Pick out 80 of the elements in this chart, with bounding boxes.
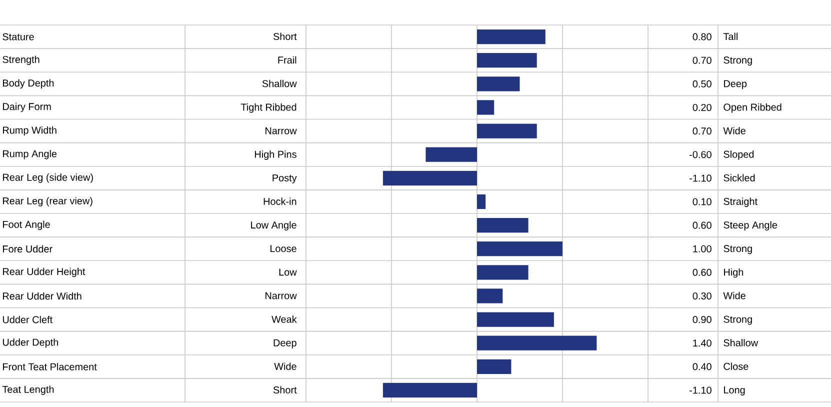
- y-tick-label: Udder Cleft: [2, 316, 53, 324]
- bar: [477, 336, 597, 350]
- data-label: 0.60: [692, 268, 712, 276]
- data-label: -0.60: [690, 151, 712, 158]
- text: Wide: [723, 292, 746, 300]
- text: Hock-in: [264, 198, 296, 205]
- text: Posty: [272, 174, 297, 184]
- y-tick-label: Fore Udder: [3, 245, 52, 252]
- data-label: -1.10: [690, 174, 712, 182]
- text: High Pins: [254, 150, 296, 160]
- y-tick-label: Rear Leg (rear view): [3, 197, 92, 206]
- text: Frail: [278, 56, 296, 64]
- y-tick-label: Dairy Form: [3, 102, 51, 112]
- text: Narrow: [266, 292, 297, 300]
- text: Loose: [270, 245, 296, 252]
- text: Strong: [724, 245, 752, 254]
- bar: [477, 288, 503, 304]
- data-label: 0.20: [692, 104, 712, 111]
- data-label: 0.70: [692, 128, 712, 135]
- text: Wide: [723, 126, 746, 134]
- bar: [477, 124, 537, 138]
- text: Deep: [274, 339, 296, 348]
- text: Sloped: [724, 150, 754, 160]
- data-label: 0.60: [692, 222, 712, 229]
- text: Short: [273, 32, 297, 40]
- data-label: 0.80: [692, 33, 712, 40]
- data-label: 0.30: [692, 292, 712, 300]
- bar: [477, 218, 528, 233]
- data-label: 0.40: [692, 363, 712, 370]
- data-label: -1.10: [690, 386, 712, 394]
- text: Tight Ribbed: [240, 103, 296, 113]
- text: Weak: [272, 315, 297, 323]
- text: Shallow: [262, 80, 297, 88]
- bar: [477, 100, 494, 115]
- data-label: 0.10: [692, 198, 712, 206]
- text: Long: [724, 386, 745, 396]
- text: Deep: [724, 80, 747, 90]
- bar: [477, 29, 546, 44]
- data-label: 0.70: [692, 56, 712, 64]
- bar: [477, 53, 537, 68]
- bar: [477, 194, 486, 210]
- bar: [426, 147, 478, 162]
- data-label: 0.90: [692, 316, 712, 324]
- y-tick-label: Front Teat Placement: [3, 363, 97, 370]
- bar: [477, 76, 520, 92]
- text: Steep Angle: [724, 221, 778, 231]
- bar: [382, 170, 478, 186]
- y-tick-label: Rear Leg (side view): [3, 174, 93, 183]
- text: Close: [724, 362, 748, 370]
- text: Low: [279, 268, 297, 276]
- y-tick-label: Udder Depth: [2, 338, 58, 348]
- y-tick-label: Rear Udder Height: [3, 268, 86, 278]
- text: Tall: [723, 32, 738, 40]
- y-tick-label: Body Depth: [3, 79, 54, 89]
- y-tick-label: Rear Udder Width: [3, 292, 82, 300]
- text: Shallow: [724, 339, 758, 346]
- text: Straight: [724, 198, 758, 207]
- y-tick-label: Rump Angle: [3, 150, 57, 160]
- text: Low Angle: [251, 221, 296, 231]
- data-label: 0.50: [692, 80, 712, 88]
- y-tick-label: Teat Length: [2, 386, 54, 395]
- text: Wide: [274, 362, 296, 370]
- data-label: 1.40: [693, 340, 712, 347]
- data-label: 1.00: [693, 245, 712, 252]
- text: Open Ribbed: [724, 103, 782, 113]
- text: Strong: [724, 316, 752, 325]
- text: High: [724, 268, 744, 278]
- text: Strong: [724, 56, 752, 66]
- y-tick-label: Foot Angle: [3, 220, 50, 230]
- y-tick-label: Rump Width: [3, 126, 56, 136]
- text: Short: [273, 386, 297, 394]
- bar: [477, 312, 554, 327]
- bar: [477, 265, 528, 280]
- bar: [382, 382, 478, 398]
- text: Sickled: [724, 174, 755, 182]
- y-tick-label: Stature: [2, 33, 34, 40]
- text: Narrow: [266, 127, 297, 134]
- bar: [477, 359, 512, 374]
- bar: [477, 242, 563, 256]
- y-tick-label: Strength: [2, 56, 40, 65]
